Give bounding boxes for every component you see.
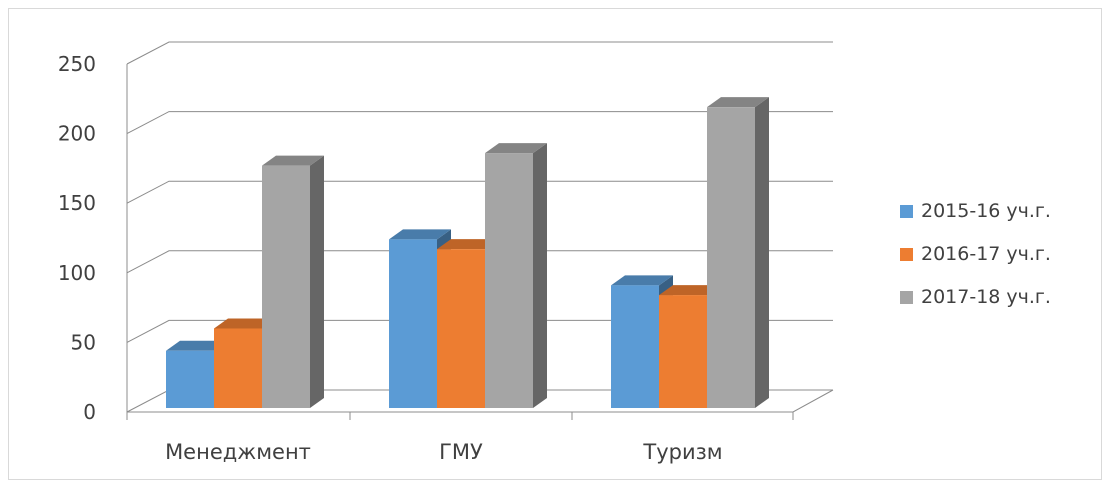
y-tick-label-1: 50	[71, 330, 96, 354]
bar-1-0	[389, 239, 437, 408]
bar-2-2	[707, 107, 755, 408]
legend-item-series-2: 2016-17 уч.г.	[900, 239, 1100, 269]
bar-top-0-2	[262, 155, 324, 166]
legend-swatch-series-2	[900, 248, 913, 261]
gridline-2	[126, 250, 833, 274]
bar-0-0	[166, 350, 214, 408]
x-category-label-1: ГМУ	[439, 440, 483, 464]
bar-2-1	[659, 295, 707, 408]
legend-item-series-1: 2015-16 уч.г.	[900, 196, 1100, 226]
legend-label-series-3: 2017-18 уч.г.	[921, 286, 1051, 308]
y-tick-label-0: 0	[83, 400, 96, 424]
x-category-label-0: Менеджмент	[165, 440, 311, 464]
y-tick-label-5: 250	[58, 52, 96, 76]
legend-label-series-1: 2015-16 уч.г.	[921, 200, 1051, 222]
bar-2-0	[611, 285, 659, 408]
bar-top-2-0	[611, 275, 673, 286]
bar-1-2	[485, 153, 533, 408]
y-tick-label-3: 150	[58, 191, 96, 215]
y-tick-label-4: 200	[58, 122, 96, 146]
legend-swatch-series-3	[900, 291, 913, 304]
bar-top-2-2	[707, 97, 769, 108]
gridline-5	[126, 41, 833, 65]
legend-item-series-3: 2017-18 уч.г.	[900, 282, 1100, 312]
bar-top-1-1	[437, 239, 499, 250]
bar-top-2-1	[659, 285, 721, 296]
bar-0-1	[214, 328, 262, 408]
bar-0-2	[262, 165, 310, 408]
bar-side-0-2	[310, 155, 324, 408]
gridline-4	[126, 111, 833, 135]
bar-top-1-2	[485, 143, 547, 154]
bar-1-1	[437, 249, 485, 408]
bar-side-2-2	[755, 97, 769, 408]
bar-top-1-0	[389, 229, 451, 240]
bar-side-1-2	[533, 143, 547, 408]
chart-legend: 2015-16 уч.г. 2016-17 уч.г. 2017-18 уч.г…	[900, 196, 1100, 325]
legend-swatch-series-1	[900, 205, 913, 218]
x-category-label-2: Туризм	[642, 440, 722, 464]
gridline-3	[126, 180, 833, 204]
bar-top-0-1	[214, 318, 276, 329]
bar-top-0-0	[166, 340, 228, 351]
legend-label-series-2: 2016-17 уч.г.	[921, 243, 1051, 265]
y-tick-label-2: 100	[58, 261, 96, 285]
